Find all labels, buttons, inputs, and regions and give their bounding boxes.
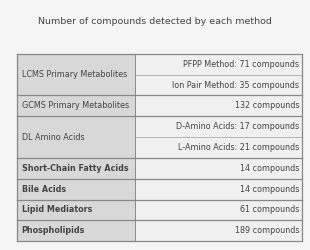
Text: L-Amino Acids: 21 compounds: L-Amino Acids: 21 compounds <box>178 143 299 152</box>
Text: 61 compounds: 61 compounds <box>240 206 299 214</box>
Text: Bile Acids: Bile Acids <box>22 185 66 194</box>
Bar <box>135 96 302 116</box>
Text: 14 compounds: 14 compounds <box>240 185 299 194</box>
Text: Ion Pair Method: 35 compounds: Ion Pair Method: 35 compounds <box>172 80 299 90</box>
Bar <box>17 96 135 116</box>
Text: D-Amino Acids: 17 compounds: D-Amino Acids: 17 compounds <box>176 122 299 131</box>
Text: Lipid Mediators: Lipid Mediators <box>22 206 92 214</box>
Bar <box>17 220 135 241</box>
Bar <box>17 179 135 200</box>
Bar <box>135 220 302 241</box>
Bar <box>135 179 302 200</box>
Text: 189 compounds: 189 compounds <box>235 226 299 235</box>
Bar <box>17 200 135 220</box>
Text: DL Amino Acids: DL Amino Acids <box>22 132 84 141</box>
Bar <box>135 158 302 179</box>
Text: GCMS Primary Metabolites: GCMS Primary Metabolites <box>22 101 129 110</box>
Text: 132 compounds: 132 compounds <box>235 101 299 110</box>
Text: Number of compounds detected by each method: Number of compounds detected by each met… <box>38 18 272 26</box>
Bar <box>17 158 135 179</box>
Text: PFPP Method: 71 compounds: PFPP Method: 71 compounds <box>183 60 299 69</box>
Text: 14 compounds: 14 compounds <box>240 164 299 173</box>
Bar <box>135 200 302 220</box>
Text: Short-Chain Fatty Acids: Short-Chain Fatty Acids <box>22 164 128 173</box>
Text: Phospholipids: Phospholipids <box>22 226 85 235</box>
Text: LCMS Primary Metabolites: LCMS Primary Metabolites <box>22 70 127 79</box>
